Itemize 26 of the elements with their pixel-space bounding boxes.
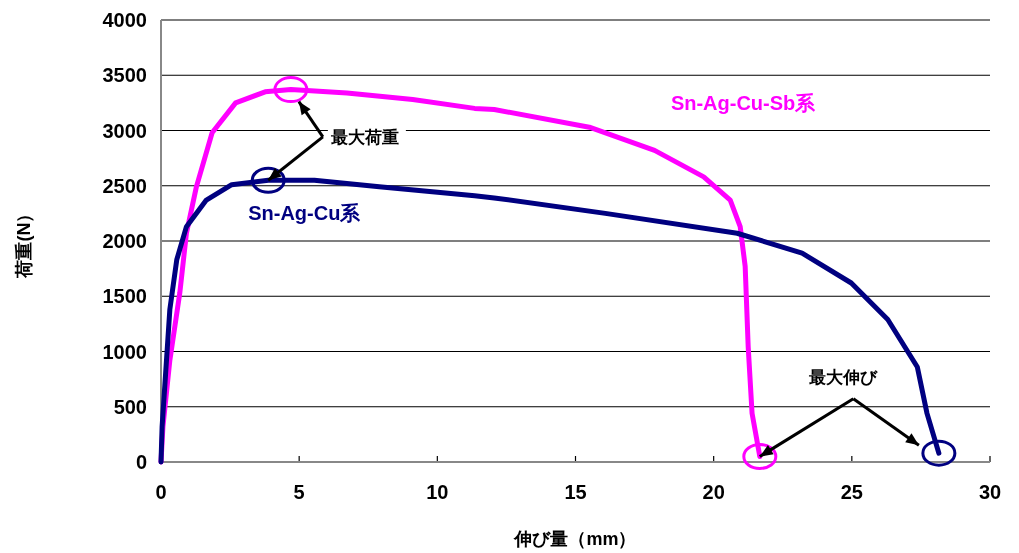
y-tick-label: 2500 [102, 174, 147, 197]
x-tick-label: 10 [426, 481, 449, 503]
annotation: 最大伸び [808, 367, 879, 387]
x-axis-title: 伸び量（mm） [513, 529, 637, 549]
x-tick-label: 0 [155, 481, 167, 503]
point [273, 76, 309, 104]
y-tick-label: 1000 [102, 340, 147, 363]
y-tick-label: 4000 [102, 9, 147, 31]
point [921, 439, 957, 467]
point [250, 166, 286, 194]
point [742, 442, 778, 470]
x-tick-label: 30 [978, 481, 1002, 503]
x-tick-label: 5 [293, 481, 305, 503]
y-tick-label: 1500 [102, 285, 147, 308]
y-tick-label: 2000 [102, 230, 147, 252]
y-axis-title: 荷重(N） [14, 204, 34, 279]
series-label: Sn-Ag-Cu系 [248, 202, 362, 225]
text: Sn-Ag-Cu-Sb系 [670, 91, 817, 114]
x-tick-label: 25 [840, 481, 863, 503]
y-tick-label: 3500 [102, 64, 147, 87]
x-tick-label: 20 [702, 481, 725, 503]
x-tick-label: 15 [564, 481, 587, 503]
annotation: 最大荷重 [329, 127, 399, 147]
y-tick-label: 3000 [102, 119, 147, 142]
y-tick-label: 500 [113, 395, 147, 418]
y-tick-label: 0 [135, 451, 147, 473]
